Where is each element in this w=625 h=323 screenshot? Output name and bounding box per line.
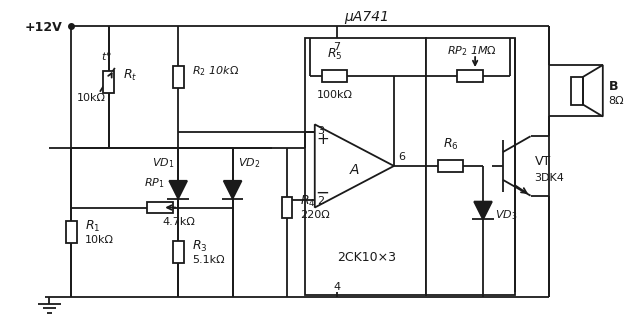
Text: 2: 2	[317, 195, 324, 205]
Bar	[66, 221, 77, 243]
Text: 3DK4: 3DK4	[534, 173, 564, 183]
Bar	[458, 70, 483, 82]
Polygon shape	[474, 202, 492, 219]
Text: 100kΩ: 100kΩ	[316, 90, 352, 100]
Bar	[426, 38, 515, 295]
Text: $RP_2$ 1M$\Omega$: $RP_2$ 1M$\Omega$	[447, 44, 497, 58]
Text: $R_5$: $R_5$	[327, 47, 342, 62]
Text: 8Ω: 8Ω	[609, 96, 624, 106]
Text: $R_4$: $R_4$	[300, 194, 316, 209]
Text: +: +	[316, 132, 329, 147]
Text: +12V: +12V	[25, 21, 62, 34]
Text: $t°$: $t°$	[101, 50, 112, 62]
Text: A: A	[349, 163, 359, 177]
Text: 4: 4	[333, 282, 340, 292]
Bar	[305, 38, 426, 295]
Text: $VD_3$: $VD_3$	[495, 209, 518, 222]
Bar	[282, 197, 292, 218]
Text: 4.7kΩ: 4.7kΩ	[162, 217, 195, 227]
Text: 7: 7	[333, 42, 340, 52]
Text: $R_6$: $R_6$	[442, 137, 458, 152]
Text: $RP_1$: $RP_1$	[144, 176, 165, 190]
Bar	[571, 77, 583, 105]
Bar	[322, 70, 348, 82]
Text: −: −	[316, 184, 329, 202]
Bar	[438, 160, 463, 172]
Text: 10kΩ: 10kΩ	[78, 93, 106, 103]
Bar	[148, 202, 173, 214]
Bar	[173, 66, 184, 88]
Text: 220Ω: 220Ω	[300, 211, 329, 220]
Text: B: B	[609, 80, 618, 93]
Text: VT: VT	[534, 155, 551, 169]
Text: 2CK10×3: 2CK10×3	[337, 251, 396, 264]
Bar	[173, 241, 184, 263]
Text: $VD_1$: $VD_1$	[152, 156, 174, 170]
Polygon shape	[169, 181, 187, 199]
Text: 5.1kΩ: 5.1kΩ	[192, 255, 224, 265]
Text: 10kΩ: 10kΩ	[85, 235, 114, 245]
Text: $R_t$: $R_t$	[122, 68, 137, 83]
Text: $R_3$: $R_3$	[192, 239, 208, 254]
Text: 3: 3	[317, 126, 324, 136]
Polygon shape	[224, 181, 241, 199]
Text: $VD_2$: $VD_2$	[238, 156, 260, 170]
Text: μA741: μA741	[344, 10, 389, 25]
Text: $R_2$ 10k$\Omega$: $R_2$ 10k$\Omega$	[192, 64, 239, 78]
Text: $R_1$: $R_1$	[85, 219, 101, 234]
Bar	[103, 71, 114, 93]
Text: 6: 6	[398, 152, 405, 162]
